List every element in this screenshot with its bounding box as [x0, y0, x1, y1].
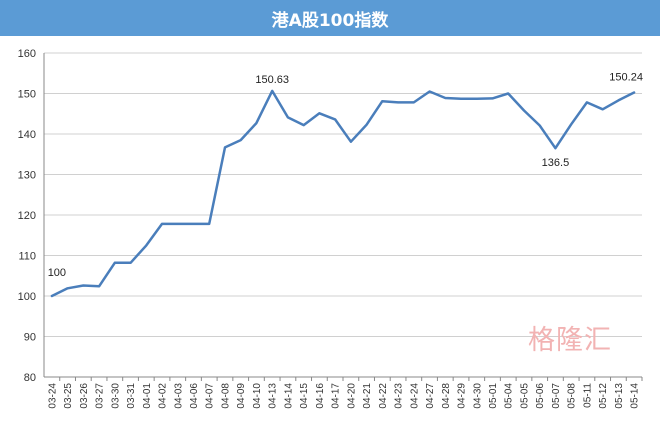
x-tick-label: 04-21: [362, 383, 373, 409]
x-tick-label: 04-23: [394, 383, 405, 409]
x-tick-label: 05-11: [582, 383, 593, 408]
x-tick-label: 05-01: [488, 383, 499, 409]
x-tick-label: 05-12: [598, 383, 609, 409]
x-tick-label: 04-02: [158, 383, 169, 409]
y-tick-label: 90: [24, 332, 36, 344]
data-label: 150.63: [255, 74, 289, 86]
x-tick-label: 04-08: [220, 383, 231, 409]
x-tick-label: 04-28: [441, 383, 452, 409]
x-tick-label: 03-25: [63, 383, 74, 409]
x-tick-label: 04-13: [268, 383, 279, 409]
x-tick-label: 03-30: [110, 383, 121, 409]
x-tick-label: 04-29: [457, 383, 468, 409]
x-tick-label: 05-06: [535, 383, 546, 409]
x-tick-label: 05-13: [614, 383, 625, 409]
y-tick-label: 120: [18, 210, 36, 222]
data-label: 100: [48, 267, 66, 279]
y-tick-label: 110: [18, 251, 36, 263]
x-tick-label: 04-22: [378, 383, 389, 409]
y-tick-label: 160: [18, 48, 36, 60]
series-line: [50, 89, 636, 298]
title-bar: 港A股100指数: [0, 0, 660, 36]
x-tick-label: 04-20: [346, 383, 357, 409]
x-tick-label: 04-30: [472, 383, 483, 409]
x-tick-label: 04-14: [283, 383, 294, 409]
watermark-logo: 格隆汇: [528, 325, 612, 356]
y-tick-label: 140: [18, 129, 36, 141]
y-tick-label: 150: [18, 89, 36, 101]
x-tick-label: 04-06: [189, 383, 200, 409]
x-tick-label: 05-04: [504, 383, 515, 409]
x-tick-label: 04-09: [236, 383, 247, 409]
x-tick-label: 04-03: [173, 383, 184, 409]
x-tick-label: 05-08: [567, 383, 578, 409]
x-tick-label: 04-10: [252, 383, 263, 409]
x-tick-label: 03-27: [95, 383, 106, 409]
x-tick-label: 05-05: [519, 383, 530, 409]
x-tick-label: 04-15: [299, 383, 310, 409]
x-tick-label: 04-01: [142, 383, 153, 409]
x-tick-label: 04-27: [425, 383, 436, 409]
chart-title: 港A股100指数: [271, 10, 389, 31]
x-tick-label: 05-07: [551, 383, 562, 409]
x-tick-label: 04-24: [409, 383, 420, 409]
x-tick-label: 03-24: [47, 383, 58, 409]
y-tick-label: 130: [18, 170, 36, 182]
x-tick-label: 03-26: [79, 383, 90, 409]
y-tick-label: 100: [18, 291, 36, 303]
data-label: 136.5: [542, 157, 570, 169]
x-tick-label: 03-31: [126, 383, 137, 409]
y-tick-label: 80: [24, 372, 36, 384]
x-tick-label: 04-07: [205, 383, 216, 409]
x-tick-label: 04-16: [315, 383, 326, 409]
x-tick-label: 05-14: [630, 383, 641, 409]
x-tick-label: 04-17: [331, 383, 342, 409]
data-label: 150.24: [609, 72, 643, 84]
